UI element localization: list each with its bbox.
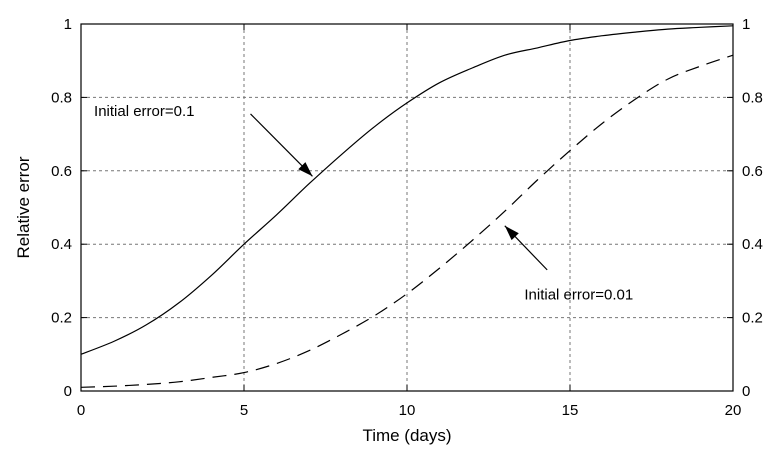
x-axis-label: Time (days): [362, 426, 451, 445]
y-tick-label-right: 0.8: [742, 89, 763, 106]
annotation-label: Initial error=0.1: [94, 103, 194, 120]
tick-labels: 0 5 10 15 200 00.2 0.20.4 0.40.6 0.60.8 0.81 1: [51, 16, 763, 419]
annotations: Initial error=0.1 Initial error=0.01: [94, 103, 633, 304]
series-lines: [80, 25, 734, 388]
y-tick-label: 0.2: [51, 310, 72, 327]
arrow-head-icon: [298, 162, 313, 177]
y-tick-label-right: 0.2: [742, 310, 763, 327]
y-tick-label-right: 0.6: [742, 163, 763, 180]
arrow-head-icon: [504, 225, 519, 241]
y-tick-label: 0.8: [51, 89, 72, 106]
x-tick-label: 5: [240, 402, 248, 419]
x-tick-label: 0: [77, 402, 85, 419]
annotation-label: Initial error=0.01: [524, 286, 633, 303]
x-tick-label: 10: [399, 402, 416, 419]
x-tick-label: 15: [562, 402, 579, 419]
y-tick-label-right: 0: [742, 383, 750, 400]
y-tick-label: 0.6: [51, 163, 72, 180]
series-line-solid: [80, 25, 734, 355]
y-tick-label: 0.4: [51, 236, 72, 253]
y-tick-label-right: 1: [742, 16, 750, 33]
y-axis-label: Relative error: [14, 156, 33, 258]
y-tick-label: 1: [64, 16, 72, 33]
axis-ticks: [80, 23, 734, 392]
y-tick-label-right: 0.4: [742, 236, 763, 253]
x-tick-label: 20: [725, 402, 742, 419]
y-tick-label: 0: [64, 383, 72, 400]
grid-lines: [81, 24, 733, 391]
